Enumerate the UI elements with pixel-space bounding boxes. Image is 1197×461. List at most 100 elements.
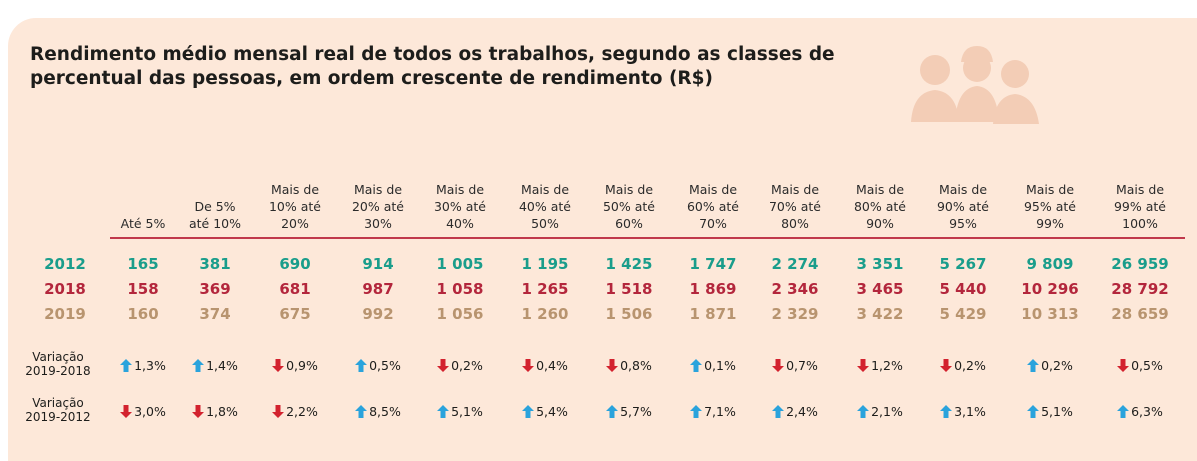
value-cell: 690 [279, 255, 311, 273]
column-header: Mais de 99% até 100% [1098, 181, 1182, 232]
variation-value: 0,2% [451, 358, 483, 373]
value-cell: 675 [279, 305, 311, 323]
arrow-down [606, 359, 619, 372]
variation-value: 2,1% [871, 404, 903, 419]
arrow-up [1027, 359, 1040, 372]
variation-cell: 0,9% [253, 358, 337, 373]
column-header-line: 50% [531, 216, 559, 231]
arrow-up [355, 405, 368, 418]
variation-cell: 8,5% [336, 404, 420, 419]
column-header-line: 60% [615, 216, 643, 231]
value-cell: 1 506 [605, 305, 653, 323]
variation-cell: 0,2% [1008, 358, 1092, 373]
column-header-line: 40% até [518, 199, 571, 214]
variation-cell: 0,8% [587, 358, 671, 373]
value-cell: 10 313 [1021, 305, 1079, 323]
column-header-line: Mais de [855, 182, 905, 197]
arrow-up [1027, 405, 1040, 418]
column-header: Mais de 10% até 20% [253, 181, 337, 232]
variation-cell: 3,1% [921, 404, 1005, 419]
arrow-down [120, 405, 133, 418]
variation-value: 1,2% [871, 358, 903, 373]
column-header-line: Mais de [688, 182, 738, 197]
value-cell: 26 959 [1111, 255, 1169, 273]
variation-value: 1,8% [206, 404, 238, 419]
variation-value: 0,1% [704, 358, 736, 373]
arrow-down [272, 405, 285, 418]
arrow-up [606, 405, 619, 418]
variation-cell: 0,5% [336, 358, 420, 373]
column-header: Mais de 20% até 30% [336, 181, 420, 232]
variation-value: 3,1% [954, 404, 986, 419]
header-rule [110, 237, 1185, 239]
value-cell: 28 792 [1111, 280, 1169, 298]
value-cell: 1 425 [605, 255, 653, 273]
column-header-line: 20% [281, 216, 309, 231]
variation-value: 0,2% [954, 358, 986, 373]
variation-value: 1,4% [206, 358, 238, 373]
column-header-line: 80% até [853, 199, 906, 214]
column-header-line: Mais de [938, 182, 988, 197]
column-header-line: 80% [781, 216, 809, 231]
value-cell: 5 440 [939, 280, 987, 298]
column-header-line: 30% até [433, 199, 486, 214]
arrow-down [437, 359, 450, 372]
arrow-up [857, 405, 870, 418]
value-cell: 1 518 [605, 280, 653, 298]
row-label: 2018 [44, 280, 86, 298]
variation-cell: 1,8% [173, 404, 257, 419]
variation-cell: 6,3% [1098, 404, 1182, 419]
value-cell: 381 [199, 255, 231, 273]
variation-cell: 5,1% [418, 404, 502, 419]
variation-label-line: Variação [32, 396, 84, 410]
value-cell: 1 869 [689, 280, 737, 298]
variation-cell: 0,2% [921, 358, 1005, 373]
value-cell: 160 [127, 305, 159, 323]
value-cell: 3 351 [856, 255, 904, 273]
column-header: De 5% até 10% [173, 198, 257, 232]
column-header-line: 60% até [686, 199, 739, 214]
variation-value: 5,1% [1041, 404, 1073, 419]
variation-label-line: Variação [32, 350, 84, 364]
arrow-down [1117, 359, 1130, 372]
column-header-line: 99% até [1113, 199, 1166, 214]
variation-value: 3,0% [134, 404, 166, 419]
arrow-up [1117, 405, 1130, 418]
row-label: 2012 [44, 255, 86, 273]
value-cell: 165 [127, 255, 159, 273]
column-header-line: até 10% [188, 216, 241, 231]
arrow-up [437, 405, 450, 418]
variation-value: 0,8% [620, 358, 652, 373]
value-cell: 2 274 [771, 255, 819, 273]
value-cell: 681 [279, 280, 311, 298]
value-cell: 369 [199, 280, 231, 298]
arrow-up [940, 405, 953, 418]
variation-cell: 2,2% [253, 404, 337, 419]
column-header: Até 5% [101, 215, 185, 232]
column-header-line: 70% até [768, 199, 821, 214]
column-header-line: Mais de [520, 182, 570, 197]
variation-cell: 2,1% [838, 404, 922, 419]
value-cell: 1 195 [521, 255, 569, 273]
arrow-up [355, 359, 368, 372]
column-header: Mais de 90% até 95% [921, 181, 1005, 232]
variation-label: Variação 2019-2018 [20, 350, 96, 378]
variation-value: 5,4% [536, 404, 568, 419]
column-header: Mais de 30% até 40% [418, 181, 502, 232]
value-cell: 2 329 [771, 305, 819, 323]
value-cell: 3 422 [856, 305, 904, 323]
column-header-line: 70% [699, 216, 727, 231]
variation-value: 0,5% [369, 358, 401, 373]
arrow-down [772, 359, 785, 372]
value-cell: 1 056 [436, 305, 484, 323]
column-header-line: Mais de [604, 182, 654, 197]
value-cell: 2 346 [771, 280, 819, 298]
value-cell: 9 809 [1026, 255, 1074, 273]
arrow-down [272, 359, 285, 372]
column-header-line: 40% [446, 216, 474, 231]
column-header-line: 50% até [602, 199, 655, 214]
arrow-up [522, 405, 535, 418]
variation-cell: 7,1% [671, 404, 755, 419]
arrow-down [192, 405, 205, 418]
